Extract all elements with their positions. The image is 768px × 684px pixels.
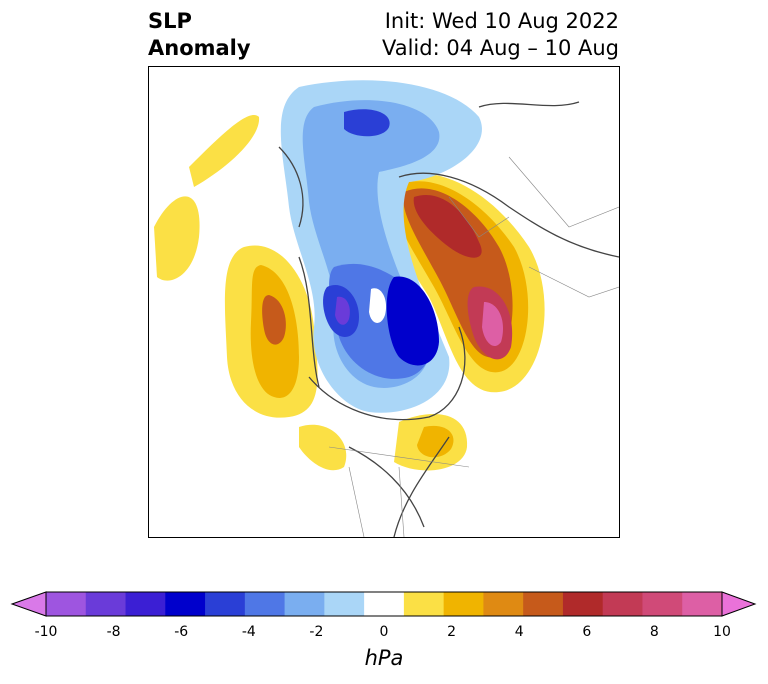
title-line-1: SLP [148, 9, 192, 33]
colorbar-cell [324, 592, 365, 616]
colorbar-cell [443, 592, 484, 616]
colorbar-cell [642, 592, 683, 616]
colorbar-tick-label: -6 [174, 624, 189, 640]
colorbar-cell [562, 592, 604, 616]
siberia-positive-center [482, 302, 504, 347]
colorbar-tick-label: -8 [106, 624, 121, 640]
map-dates: Init: Wed 10 Aug 2022 Valid: 04 Aug – 10… [382, 8, 619, 62]
colorbar [10, 591, 757, 617]
canada-positive-patch [299, 424, 347, 471]
colorbar-cell [682, 592, 723, 616]
north-negative-core [344, 109, 390, 137]
europe-positive-4 [413, 195, 482, 258]
slp-anomaly-map [154, 80, 619, 537]
pole-neutral-gap [369, 288, 387, 323]
colorbar-cell [403, 592, 445, 616]
west-positive-patch [154, 196, 200, 281]
colorbar-cell [483, 592, 524, 616]
colorbar-unit: hPa [364, 646, 404, 670]
northwest-positive-patch [189, 115, 260, 187]
colorbar-cell [364, 592, 405, 616]
kara-negative-core [386, 276, 439, 366]
map-panel [148, 66, 620, 538]
colorbar-tick-label: 8 [649, 624, 659, 640]
coastlines [278, 101, 619, 537]
colorbar-tick-label: -2 [309, 624, 324, 640]
colorbar-cell [46, 592, 87, 616]
colorbar-cell [244, 592, 286, 616]
title-line-2: Anomaly [148, 36, 251, 60]
init-date: Init: Wed 10 Aug 2022 [384, 9, 619, 33]
colorbar-extend-low [10, 591, 47, 617]
valid-range: Valid: 04 Aug – 10 Aug [381, 36, 619, 60]
colorbar-cell [284, 592, 325, 616]
colorbar-cells [10, 591, 757, 617]
colorbar-tick-label: -4 [241, 624, 256, 640]
colorbar-border [45, 591, 723, 617]
atlantic-positive-core [417, 425, 454, 458]
political-borders [328, 156, 619, 537]
colorbar-cell [205, 592, 246, 616]
colorbar-extend-high [721, 591, 757, 617]
greenland-negative-center [335, 296, 350, 325]
colorbar-cell [602, 592, 643, 616]
colorbar-tick-label: -10 [34, 624, 58, 640]
colorbar-tick-label: 6 [582, 624, 592, 640]
colorbar-tick-label: 0 [379, 624, 389, 640]
map-title: SLP Anomaly [148, 8, 251, 62]
colorbar-tick-label: 4 [514, 624, 524, 640]
colorbar-cell [165, 592, 206, 616]
pacific-positive-center [262, 295, 286, 345]
colorbar-cell [125, 592, 166, 616]
colorbar-cell [85, 592, 127, 616]
colorbar-tick-label: 10 [713, 624, 731, 640]
colorbar-tick-label: 2 [447, 624, 457, 640]
colorbar-cell [523, 592, 564, 616]
